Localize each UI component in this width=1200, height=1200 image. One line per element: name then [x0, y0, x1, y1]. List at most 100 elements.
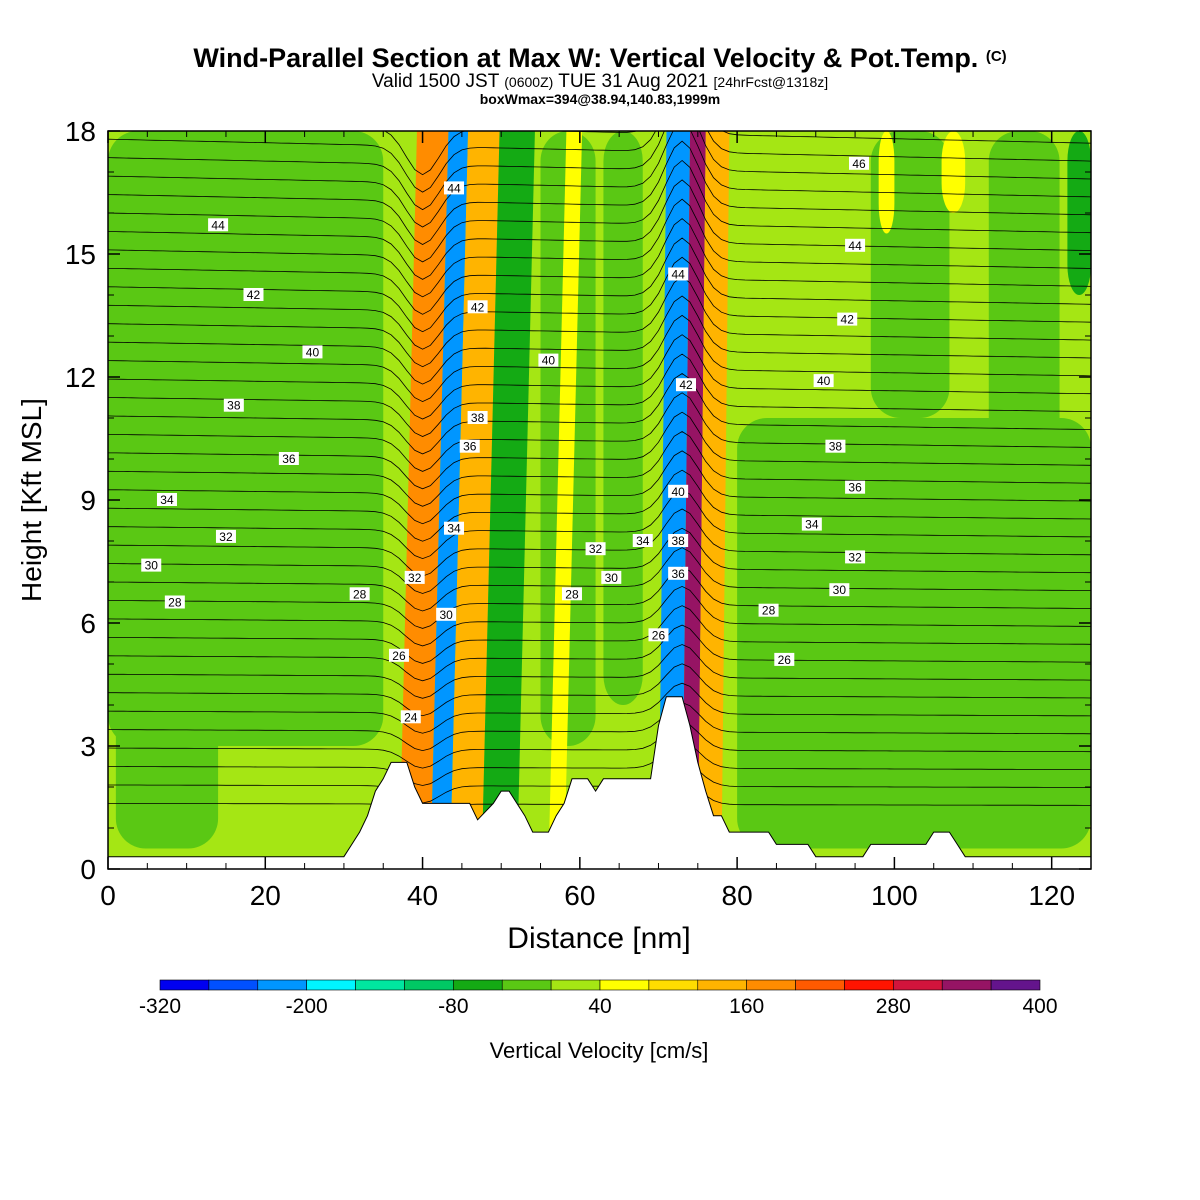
- isentrope-5: [108, 682, 1091, 734]
- colorbar-tick-label-1: -200: [286, 995, 328, 1018]
- colorbar-tick-label-2: -80: [438, 995, 468, 1018]
- isentrope-36: [108, 131, 1091, 193]
- colorbar-swatch-6: [453, 979, 503, 991]
- theta-label-36: 34: [801, 517, 822, 532]
- svg-text:28: 28: [565, 587, 579, 601]
- y-tick-label-3: 9: [80, 485, 96, 516]
- valid-date: TUE 31 Aug 2021: [558, 71, 709, 92]
- theta-label-40: 26: [774, 652, 795, 667]
- isentrope-28: [108, 237, 1091, 333]
- isentrope-35: [108, 131, 1091, 211]
- theta-label-8: 28: [164, 595, 185, 610]
- svg-text:46: 46: [852, 157, 866, 171]
- theta-label-4: 36: [278, 452, 299, 466]
- x-tick-label-2: 40: [407, 880, 438, 911]
- colorbar-swatch-0: [159, 979, 210, 991]
- svg-text:42: 42: [471, 300, 485, 314]
- svg-text:42: 42: [247, 288, 261, 302]
- svg-text:36: 36: [848, 481, 862, 495]
- theta-label-19: 40: [538, 353, 559, 368]
- y-tick-label-6: 18: [65, 116, 96, 147]
- colorbar-tick-label-0: -320: [139, 995, 181, 1018]
- svg-text:40: 40: [671, 485, 685, 499]
- isentrope-20: [108, 392, 1091, 472]
- colorbar-swatch-9: [599, 979, 650, 991]
- y-tick-label-4: 12: [65, 362, 96, 393]
- isentrope-23: [108, 334, 1091, 420]
- svg-text:30: 30: [439, 608, 453, 622]
- svg-text:38: 38: [227, 399, 241, 413]
- theta-label-38: 30: [829, 583, 850, 597]
- svg-text:30: 30: [145, 559, 159, 573]
- valid-time-line: Valid 1500 JST (0600Z) TUE 31 Aug 2021 […: [0, 71, 1200, 92]
- isentrope-27: [108, 256, 1091, 350]
- theta-label-1: 42: [243, 288, 264, 302]
- svg-text:28: 28: [168, 596, 182, 610]
- theta-label-2: 40: [302, 345, 323, 359]
- svg-text:44: 44: [211, 218, 225, 232]
- theta-label-22: 30: [601, 570, 622, 585]
- theta-label-14: 34: [444, 521, 465, 536]
- svg-text:28: 28: [762, 604, 776, 618]
- isentrope-3: [108, 721, 1091, 769]
- svg-text:44: 44: [447, 181, 461, 195]
- colorbar-swatch-13: [795, 979, 845, 991]
- colorbar-swatch-16: [941, 979, 992, 991]
- chart-title-text: Wind-Parallel Section at Max W: Vertical…: [193, 43, 979, 73]
- theta-label-20: 32: [585, 542, 606, 556]
- x-tick-label-1: 20: [250, 880, 281, 911]
- theta-label-10: 26: [388, 648, 409, 663]
- colorbar-swatch-15: [893, 979, 943, 991]
- forecast-info: [24hrFcst@1318z]: [713, 74, 829, 90]
- theta-label-27: 40: [668, 484, 689, 499]
- colorbar-swatch-7: [501, 979, 552, 991]
- theta-label-25: 38: [668, 534, 689, 548]
- svg-text:26: 26: [652, 628, 666, 642]
- theta-label-33: 40: [813, 374, 834, 388]
- svg-text:30: 30: [605, 571, 619, 585]
- isentrope-30: [108, 198, 1091, 298]
- colorbar-swatch-5: [404, 979, 454, 991]
- isentrope-33: [108, 140, 1091, 245]
- theta-label-16: 38: [467, 411, 488, 425]
- theta-label-9: 28: [349, 587, 370, 601]
- svg-text:34: 34: [160, 493, 174, 507]
- copyright-mark: (C): [985, 48, 1007, 65]
- svg-text:40: 40: [306, 345, 320, 359]
- svg-text:34: 34: [805, 518, 819, 532]
- isentrope-13: [108, 527, 1091, 594]
- colorbar-swatch-17: [990, 979, 1041, 991]
- svg-text:36: 36: [282, 452, 296, 466]
- svg-text:36: 36: [671, 567, 685, 581]
- colorbar-swatch-4: [355, 979, 405, 991]
- vv-region-8: [878, 131, 895, 234]
- theta-label-31: 44: [845, 238, 866, 253]
- svg-text:40: 40: [542, 354, 556, 368]
- theta-label-13: 30: [436, 607, 457, 622]
- theta-label-6: 32: [215, 529, 236, 544]
- isentrope-19: [108, 411, 1091, 490]
- isentrope-9: [108, 605, 1091, 664]
- theta-label-18: 44: [444, 181, 465, 195]
- x-axis-label: Distance [nm]: [507, 922, 690, 955]
- y-tick-label-0: 0: [80, 854, 96, 885]
- isentrope-34: [108, 131, 1091, 228]
- svg-text:36: 36: [463, 440, 477, 454]
- svg-text:30: 30: [833, 583, 847, 597]
- svg-text:32: 32: [408, 571, 422, 585]
- colorbar-swatch-12: [746, 979, 796, 991]
- theta-label-12: 32: [404, 570, 425, 585]
- theta-label-21: 34: [632, 534, 653, 548]
- svg-text:38: 38: [471, 411, 485, 425]
- y-axis-label: Height [Kft MSL]: [16, 398, 47, 602]
- isentrope-2: [108, 740, 1091, 786]
- isentrope-15: [108, 489, 1091, 560]
- x-tick-label-4: 80: [722, 880, 753, 911]
- theta-label-30: 46: [849, 156, 870, 171]
- theta-label-7: 30: [141, 558, 162, 573]
- colorbar-label: Vertical Velocity [cm/s]: [490, 1038, 709, 1063]
- theta-label-3: 38: [223, 398, 244, 413]
- isentrope-21: [108, 373, 1091, 455]
- svg-text:42: 42: [841, 313, 855, 327]
